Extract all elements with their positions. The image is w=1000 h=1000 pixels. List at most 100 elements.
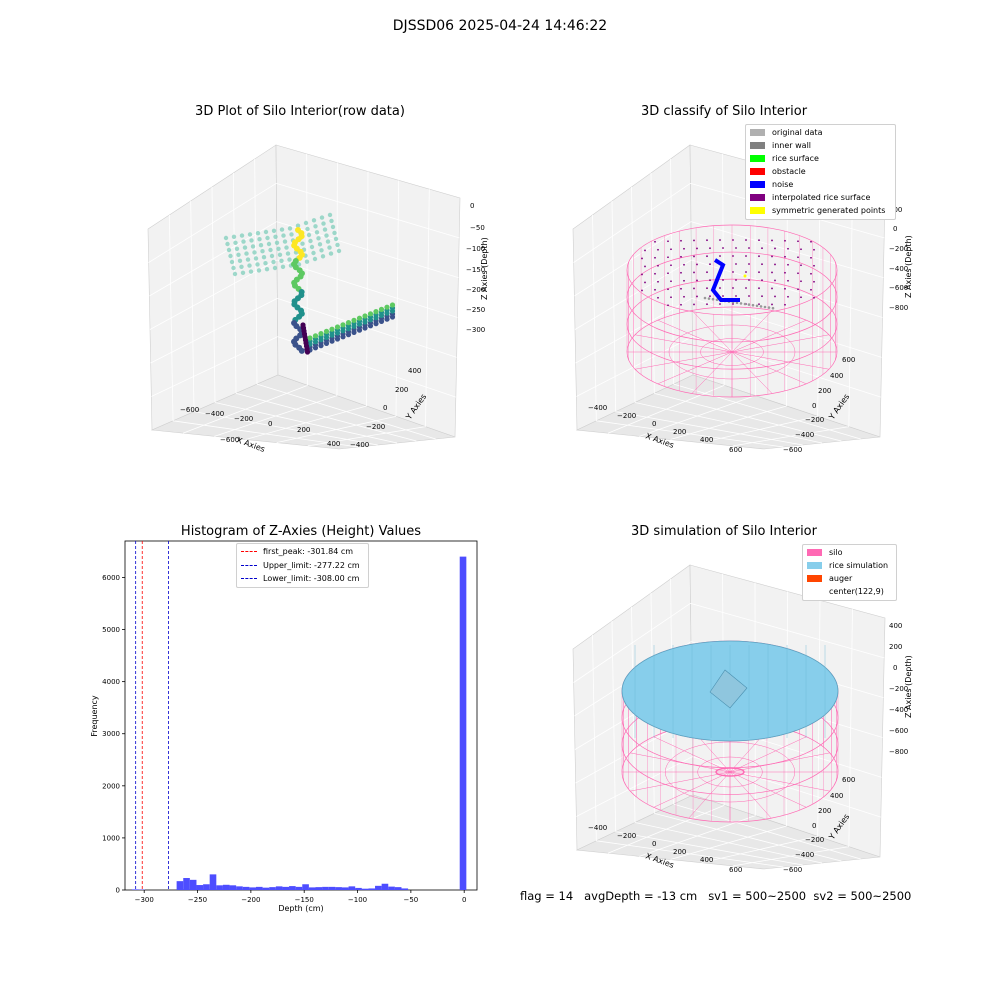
- interpolated-point: [774, 263, 776, 266]
- silo-floor-spoke: [731, 334, 830, 353]
- histogram-bar: [275, 886, 283, 890]
- silo-floor-spoke: [729, 736, 807, 773]
- interpolated-point: [800, 248, 802, 251]
- histogram-bar: [348, 886, 356, 890]
- data-point: [304, 259, 310, 264]
- data-point: [329, 326, 335, 332]
- grid-line: [307, 426, 426, 447]
- histogram-bar: [255, 886, 263, 890]
- grid-line: [692, 336, 881, 398]
- histogram-bar: [249, 887, 256, 890]
- data-point: [258, 243, 264, 248]
- data-point: [280, 264, 286, 269]
- legend-swatch: [750, 181, 765, 188]
- data-point: [247, 232, 253, 237]
- p2-ztick-2: −200: [889, 245, 908, 253]
- p2-ztick-3: −400: [889, 265, 908, 273]
- data-point: [279, 227, 285, 232]
- interpolated-point: [709, 247, 711, 250]
- histogram-bar: [328, 886, 336, 890]
- legend-swatch: [807, 575, 822, 582]
- silo-floor-spoke: [729, 771, 807, 808]
- interpolated-point: [667, 240, 669, 243]
- x-tick-label: −250: [188, 896, 207, 904]
- histogram-bar: [375, 885, 382, 890]
- interpolated-point: [680, 239, 682, 242]
- p4-ztick-2: 0: [893, 664, 897, 672]
- data-point: [256, 268, 262, 273]
- legend-item: noise: [750, 180, 793, 189]
- data-point: [389, 302, 396, 308]
- interpolated-point: [709, 263, 711, 266]
- p2-xtick-1: −200: [617, 412, 636, 420]
- interpolated-point: [732, 287, 734, 289]
- inner-wall-point: [751, 303, 755, 307]
- p4-ytick-0: −600: [783, 866, 802, 874]
- data-point: [261, 255, 267, 260]
- interpolated-point: [670, 296, 672, 299]
- data-point: [285, 251, 291, 256]
- interpolated-point: [748, 295, 750, 297]
- histogram-bar: [302, 884, 309, 890]
- p1-xtick-3: 0: [268, 420, 272, 428]
- panel2-title: 3D classify of Silo Interior: [640, 104, 808, 119]
- histogram-bar: [361, 888, 369, 890]
- p2-zlabel: Z Axies (Depth): [904, 235, 913, 298]
- x-axis-label: Depth (cm): [278, 904, 323, 913]
- data-point: [306, 232, 312, 238]
- p2-ztick-4: −600: [889, 284, 908, 292]
- data-point: [264, 267, 270, 272]
- legend-swatch: [807, 562, 822, 569]
- legend-item: symmetric generated points: [750, 206, 885, 215]
- p2-ytick-2: −200: [805, 416, 824, 424]
- legend-item: rice surface: [750, 154, 819, 163]
- interpolated-point: [706, 255, 708, 258]
- interpolated-point: [761, 263, 763, 266]
- interpolated-point: [735, 279, 737, 281]
- grid-line: [576, 756, 693, 817]
- data-point: [308, 238, 313, 244]
- p4-ztick-4: −400: [889, 706, 908, 714]
- interpolated-point: [683, 279, 685, 282]
- histogram-bar: [196, 885, 204, 890]
- histogram-bar: [459, 556, 467, 890]
- p1-xtick-1: −400: [205, 410, 224, 418]
- interpolated-point: [787, 295, 789, 298]
- legend-label: obstacle: [772, 167, 806, 176]
- data-point: [226, 247, 232, 253]
- data-point: [362, 313, 368, 319]
- legend-swatch: [807, 549, 822, 556]
- interpolated-point: [719, 303, 721, 305]
- data-point: [252, 250, 257, 255]
- p2-ytick-1: −400: [795, 431, 814, 439]
- p1-zlabel: Z Axies (Depth): [480, 237, 489, 300]
- histogram-bar: [388, 886, 395, 890]
- interpolated-point: [680, 287, 682, 290]
- legend-label: Upper_limit: -277.22 cm: [263, 560, 360, 570]
- panel4-3d-axes: −400 −200 0 200 400 600 X Axies 600 400 …: [572, 564, 913, 874]
- data-point: [282, 239, 288, 244]
- legend-label: symmetric generated points: [772, 206, 886, 215]
- interpolated-point: [787, 279, 789, 282]
- legend-swatch: [750, 168, 765, 175]
- interpolated-point: [745, 255, 747, 257]
- p1-xtick-2: −200: [234, 415, 253, 423]
- interpolated-point: [784, 303, 786, 306]
- p1-ytick-1: −200: [366, 423, 385, 431]
- histogram-bar: [381, 883, 389, 890]
- grid-line: [732, 426, 849, 447]
- p1-ztick-3: −150: [466, 266, 485, 274]
- p1-ztick-2: −100: [466, 245, 485, 253]
- legend-line-swatch: [241, 564, 257, 566]
- legend-label: first_peak: -301.84 cm: [263, 547, 354, 556]
- interpolated-point: [745, 271, 747, 273]
- inner-wall-point: [771, 306, 775, 310]
- silo-floor-spoke: [731, 351, 830, 370]
- y-tick-label: 2000: [102, 782, 120, 790]
- y-axis-label: Frequency: [90, 695, 99, 737]
- p1-xtick-5: 400: [327, 440, 340, 448]
- histogram-bar: [176, 881, 184, 890]
- interpolated-point: [735, 295, 737, 297]
- histogram-chart: −300 −250 −200 −150 −100 −50 0 0 1000 2000 3000 40…: [90, 540, 478, 913]
- data-point: [234, 246, 240, 251]
